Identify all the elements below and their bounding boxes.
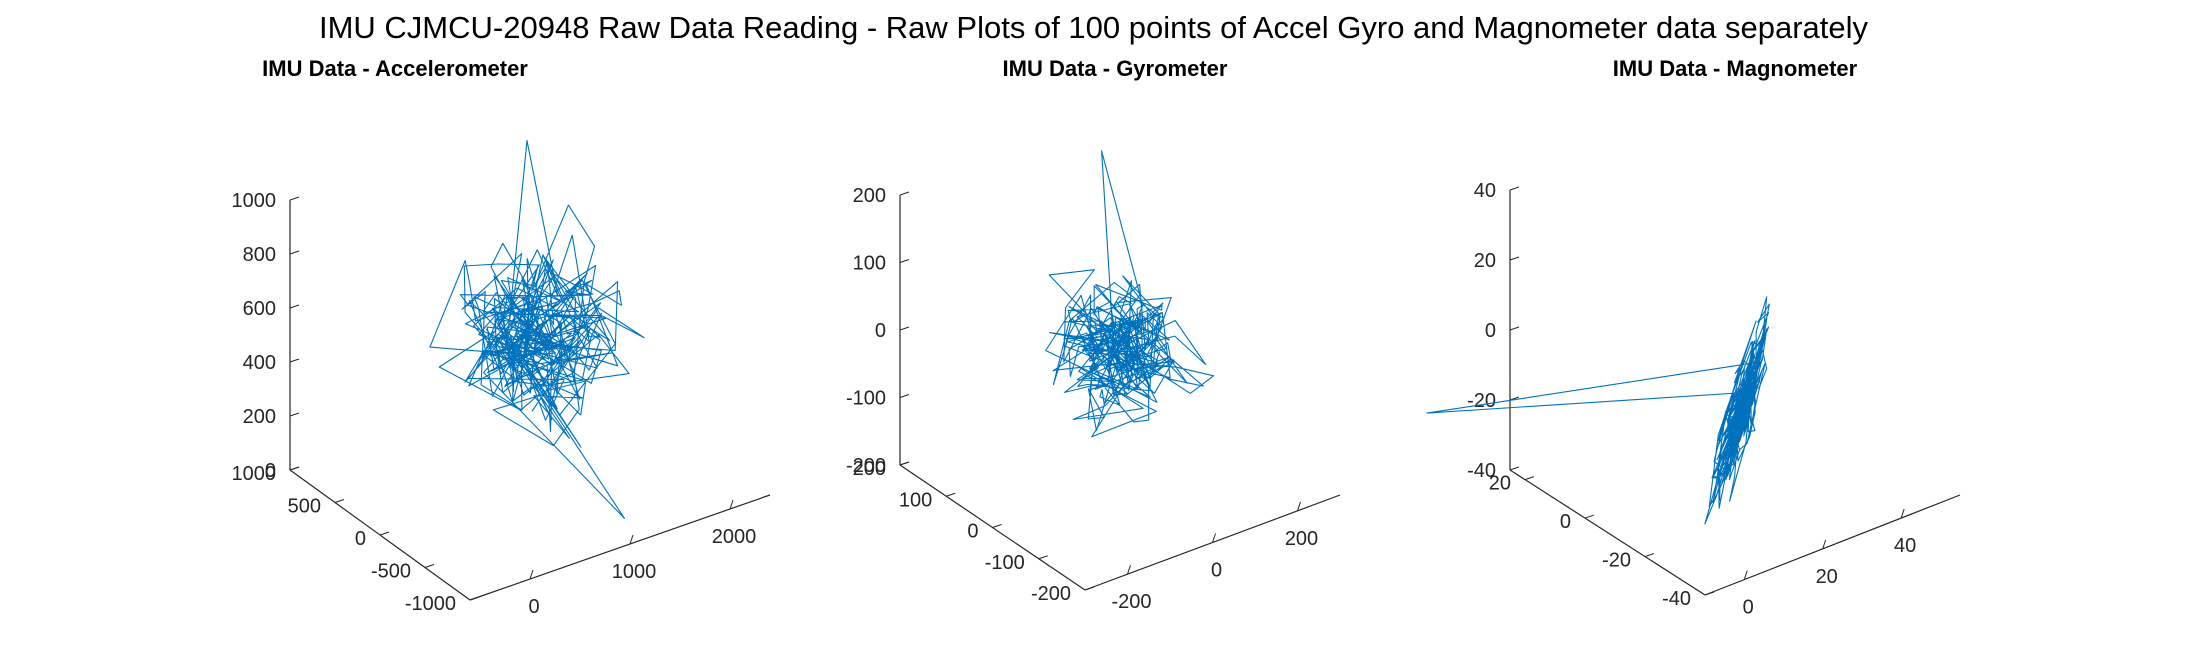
magnometer-y-tick [1644,553,1655,558]
magnometer-x-tick [1822,539,1827,550]
magnometer-x-tick-label: 20 [1816,566,1838,588]
magnometer-y-tick-label: 20 [1489,473,1511,495]
accelerometer-x-tick-label: 2000 [712,526,757,548]
accelerometer-y-tick [424,564,435,568]
magnometer-y-tick-label: 0 [1560,511,1571,533]
magnometer-z-tick [1509,466,1520,471]
accelerometer-x-tick-label: 0 [528,596,539,618]
accelerometer-series-line [429,140,645,519]
accelerometer-z-tick-label: 200 [243,406,276,428]
gyrometer-y-tick-label: 100 [899,489,932,511]
magnometer-z-tick [1509,256,1520,261]
magnometer-y-tick [1704,591,1715,596]
magnometer-z-tick-label: -40 [1467,460,1496,482]
accelerometer-z-tick-label: 600 [243,298,276,320]
magnometer-z-tick [1509,396,1520,401]
gyrometer-z-tick [899,461,910,466]
gyrometer-z-tick [899,259,910,263]
magnometer-series-line [1426,296,1770,525]
magnometer-x-axis [1704,494,1961,596]
gyrometer-series-line [1045,150,1215,438]
accelerometer-y-tick [334,499,345,503]
gyrometer-y-tick-label: -100 [985,552,1025,574]
magnometer-x-tick [1900,508,1905,519]
gyrometer-x-tick-label: 0 [1211,560,1222,582]
magnometer-panel-title: IMU Data - Magnometer [1612,56,1858,81]
magnometer-y-tick [1524,476,1535,481]
accelerometer-panel-title: IMU Data - Accelerometer [262,56,528,81]
accelerometer-x-axis [469,494,771,601]
magnometer-y-tick-label: -20 [1602,550,1631,572]
gyrometer-y-tick-label: -200 [1031,583,1071,605]
accelerometer-y-tick [469,596,480,601]
gyrometer-z-tick [899,394,910,398]
gyrometer-z-tick-label: -100 [846,388,886,410]
gyrometer-z-tick-label: 100 [853,253,886,275]
gyrometer-y-tick [1038,555,1048,560]
gyrometer-y-tick-label: 200 [853,458,886,480]
magnometer-x-tick-label: 0 [1743,597,1754,619]
gyrometer-y-tick [1084,586,1095,591]
gyrometer-y-tick [992,524,1002,528]
accelerometer-x-tick-label: 1000 [612,561,657,583]
accelerometer-z-tick [289,250,300,255]
gyrometer-y-tick [946,492,956,497]
accelerometer-y-tick-label: 0 [355,528,366,550]
gyrometer-x-tick-label: 200 [1285,528,1318,550]
magnometer-z-tick-label: 20 [1474,250,1496,272]
accelerometer-x-tick [529,569,534,580]
figure-title: IMU CJMCU-20948 Raw Data Reading - Raw P… [318,10,1869,45]
gyrometer-z-tick-label: 200 [853,185,886,207]
accelerometer-y-tick-label: 1000 [232,463,277,485]
gyrometer-x-tick [1212,533,1216,543]
magnometer-z-tick-label: -20 [1467,390,1496,412]
magnometer-z-tick-label: 0 [1485,320,1496,342]
accelerometer-z-tick-label: 1000 [232,190,277,212]
accelerometer-z-tick-label: 400 [243,352,276,374]
accelerometer-z-tick [289,412,300,417]
accelerometer-y-tick-label: -500 [371,561,411,583]
accelerometer-x-tick [729,499,734,510]
magnometer-z-tick [1509,326,1520,331]
gyrometer-x-tick [1297,501,1301,511]
gyrometer-y-tick-label: 0 [967,521,978,543]
accelerometer-z-tick [289,304,300,309]
magnometer-x-tick-label: 40 [1894,535,1916,557]
gyrometer-z-tick-label: -200 [846,455,886,477]
gyrometer-z-tick-label: 0 [875,320,886,342]
gyrometer-x-tick [1127,565,1131,575]
magnometer-x-tick [1743,570,1748,580]
accelerometer-y-tick-label: 500 [288,496,321,518]
accelerometer-z-tick-label: 800 [243,244,276,266]
gyrometer-x-tick-label: -200 [1111,591,1151,613]
magnometer-z-tick [1509,186,1520,191]
gyrometer-z-tick [899,191,910,196]
magnometer-z-tick-label: 40 [1474,180,1496,202]
accelerometer-y-tick-label: -1000 [405,593,456,615]
accelerometer-x-tick [629,534,634,545]
accelerometer-z-tick [289,196,300,201]
accelerometer-z-tick [289,466,300,471]
gyrometer-panel-title: IMU Data - Gyrometer [1002,56,1228,81]
accelerometer-z-tick [289,358,300,363]
magnometer-y-tick [1584,514,1595,519]
accelerometer-z-tick-label: 0 [265,460,276,482]
gyrometer-z-tick [899,326,910,331]
accelerometer-y-tick [379,531,390,536]
magnometer-y-axis [1509,469,1706,596]
magnometer-y-tick-label: -40 [1662,588,1691,610]
